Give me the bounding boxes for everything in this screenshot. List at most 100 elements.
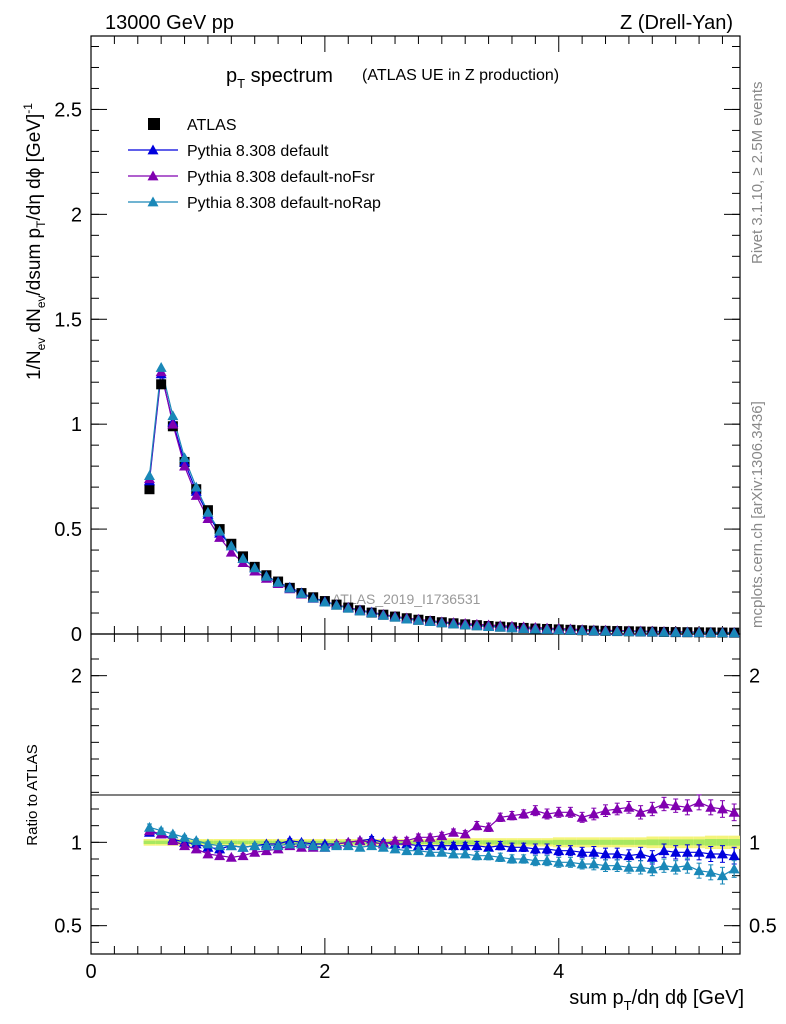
mc-data-point — [167, 418, 179, 429]
ratio-x-tick-label: 0 — [85, 961, 96, 983]
ratio-data-point — [623, 850, 635, 861]
band-inner — [728, 839, 740, 846]
ratio-data-point — [307, 840, 319, 851]
ratio-data-point — [670, 846, 682, 857]
mc-data-point — [342, 602, 354, 613]
rivet-label: Rivet 3.1.10, ≥ 2.5M events — [749, 82, 766, 265]
mc-data-point — [272, 576, 284, 587]
ratio-data-point — [658, 798, 670, 809]
ratio-data-point — [342, 840, 354, 851]
ratio-data-point — [693, 865, 705, 876]
ratio-data-point — [179, 831, 191, 842]
ratio-data-point — [483, 850, 495, 861]
analysis-watermark: ATLAS_2019_I1736531 — [332, 591, 481, 607]
ratio-data-point — [202, 848, 214, 859]
ratio-data-point — [295, 838, 307, 849]
ratio-axis-ticks: 0 2 4 0.5 0.5 1 1 2 2 — [54, 634, 777, 983]
mc-data-point — [237, 552, 249, 563]
plot-subtitle: (ATLAS UE in Z production) — [362, 67, 559, 84]
ratio-y-tick-label: 1 — [71, 832, 82, 854]
ratio-data-point — [681, 846, 693, 857]
ratio-panel-frame — [90, 633, 741, 955]
mc-data-point — [155, 362, 167, 372]
ratio-data-point — [576, 858, 588, 869]
band-inner — [564, 839, 577, 845]
main-y-tick-label: 1 — [71, 414, 82, 436]
mc-data-point — [190, 490, 202, 500]
band-inner — [693, 839, 705, 846]
ratio-data-point — [459, 828, 471, 839]
ratio-data-point — [529, 805, 541, 816]
ratio-data-point — [705, 866, 717, 877]
ratio-data-point — [553, 856, 565, 867]
ratio-data-point — [611, 860, 623, 871]
ratio-data-point — [658, 845, 670, 856]
ratio-data-point — [728, 863, 740, 874]
mc-data-point — [214, 531, 226, 542]
ratio-y-tick-label: 2 — [71, 666, 82, 688]
ratio-data-point — [249, 846, 261, 857]
ratio-data-point — [670, 800, 682, 811]
mc-data-point — [214, 525, 226, 536]
legend-label: Pythia 8.308 default-noRap — [187, 195, 381, 212]
ratio-data-point — [214, 840, 226, 851]
mc-data-point — [179, 460, 191, 471]
ratio-data-point — [354, 835, 366, 846]
mc-data-point — [389, 611, 401, 622]
mc-data-point — [202, 506, 214, 517]
ratio-data-point — [214, 850, 226, 861]
ratio-data-point — [693, 796, 705, 807]
ratio-data-point — [366, 840, 378, 851]
ratio-data-point — [541, 843, 553, 854]
main-y-tick-label: 0.5 — [54, 519, 82, 541]
mc-data-point — [167, 410, 179, 421]
mc-data-point — [716, 627, 728, 638]
mc-data-point — [506, 622, 518, 633]
ratio-data-point — [448, 848, 460, 859]
band-inner — [541, 840, 553, 845]
mc-data-point — [412, 614, 424, 625]
ratio-data-point — [202, 838, 214, 849]
legend-label: Pythia 8.308 default — [187, 143, 329, 160]
plot-title: pT spectrum — [226, 65, 333, 91]
ratio-data-point — [716, 803, 728, 814]
legend: ATLAS Pythia 8.308 default Pythia 8.308 de… — [128, 117, 381, 212]
ratio-data-point — [483, 841, 495, 852]
band-inner — [681, 839, 694, 846]
mc-data-point — [225, 540, 237, 551]
ratio-data-point — [412, 831, 424, 842]
ratio-data-point — [623, 801, 635, 812]
ratio-data-point — [529, 843, 541, 854]
mc-data-point — [681, 626, 693, 637]
band-inner — [599, 839, 612, 845]
ratio-data-point — [401, 845, 413, 856]
mc-data-point — [576, 625, 588, 636]
ratio-data-point — [319, 841, 331, 852]
ratio-data-point — [518, 853, 530, 864]
ratio-data-point — [588, 846, 600, 857]
ratio-data-point — [225, 840, 237, 851]
band-inner — [669, 839, 682, 846]
ratio-data-point — [670, 861, 682, 872]
ratio-data-point — [260, 840, 272, 851]
ratio-data-point — [646, 803, 658, 814]
band-inner — [552, 839, 565, 845]
ratio-data-point — [681, 801, 693, 812]
ratio-data-point — [471, 820, 483, 831]
ratio-data-point — [494, 811, 506, 822]
ratio-data-point — [249, 840, 261, 851]
mc-data-point — [331, 599, 343, 610]
ratio-data-point — [272, 840, 284, 851]
ratio-data-point — [635, 861, 647, 872]
ratio-data-point — [635, 848, 647, 859]
mc-data-point — [366, 607, 378, 618]
ratio-x-tick-label: 2 — [319, 961, 330, 983]
collision-label: 13000 GeV pp — [105, 12, 234, 34]
mc-data-point — [611, 625, 623, 636]
title-rest: spectrum — [245, 65, 333, 87]
ratio-y-tick-label-right: 1 — [749, 832, 760, 854]
ratio-data-point — [728, 806, 740, 817]
ratio-data-point — [494, 851, 506, 862]
legend-marker-triangle — [147, 170, 159, 181]
ratio-data-point — [155, 825, 167, 836]
